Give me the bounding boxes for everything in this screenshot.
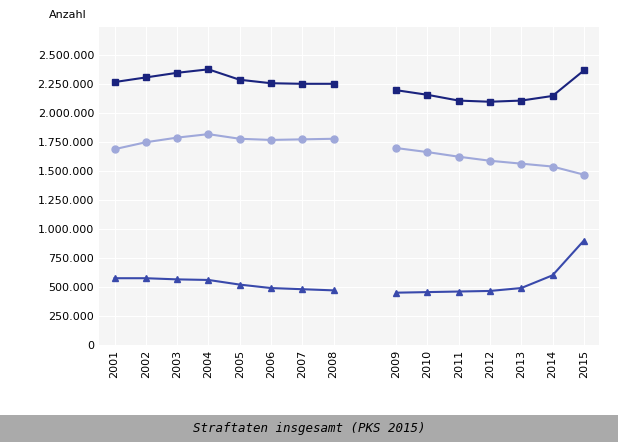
Line: deutsche: deutsche: [392, 145, 587, 178]
deutsche: [580, 172, 588, 177]
insgesamt: [424, 92, 431, 97]
deutsche: [392, 145, 400, 151]
insgesamt: [486, 99, 494, 104]
nichtdeutsche: [392, 290, 400, 295]
Line: insgesamt: insgesamt: [392, 67, 587, 105]
nichtdeutsche: [580, 238, 588, 243]
insgesamt: [580, 68, 588, 73]
deutsche: [455, 154, 462, 160]
insgesamt: [517, 98, 525, 103]
nichtdeutsche: [517, 286, 525, 291]
deutsche: [517, 161, 525, 166]
Text: Straftaten insgesamt (PKS 2015): Straftaten insgesamt (PKS 2015): [193, 422, 425, 435]
insgesamt: [455, 98, 462, 103]
deutsche: [549, 164, 556, 169]
insgesamt: [549, 93, 556, 99]
insgesamt: [392, 88, 400, 93]
deutsche: [486, 158, 494, 164]
Legend: insgesamt, deutsche, nichtdeutsche: insgesamt, deutsche, nichtdeutsche: [167, 420, 531, 439]
nichtdeutsche: [455, 289, 462, 294]
Text: Anzahl: Anzahl: [49, 10, 87, 20]
nichtdeutsche: [424, 290, 431, 295]
Line: nichtdeutsche: nichtdeutsche: [392, 237, 587, 296]
deutsche: [424, 149, 431, 155]
nichtdeutsche: [549, 273, 556, 278]
nichtdeutsche: [486, 288, 494, 293]
